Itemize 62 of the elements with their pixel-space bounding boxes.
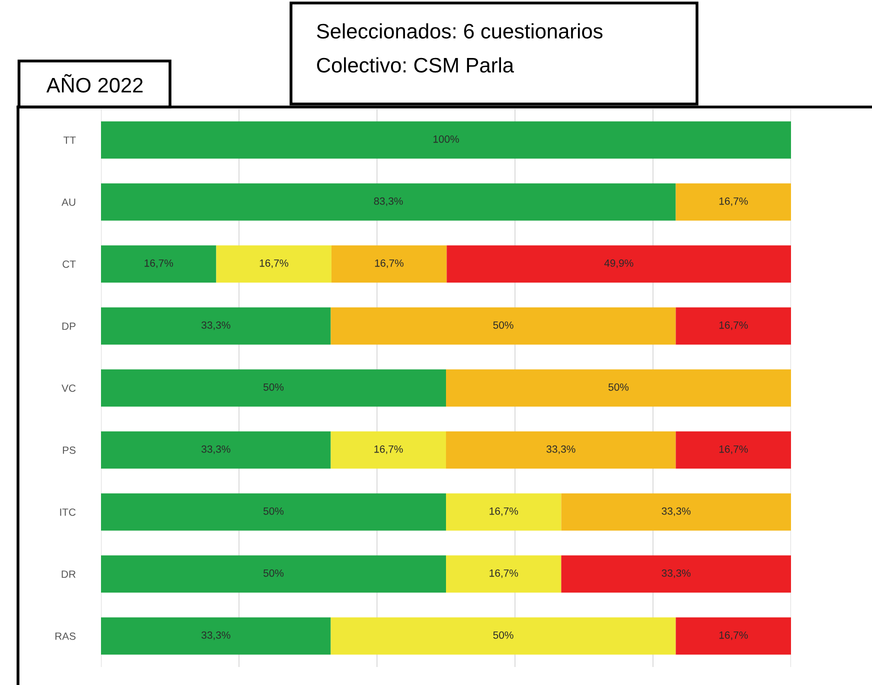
bar (331, 245, 447, 283)
bar (101, 121, 791, 159)
data-label: 33,3% (202, 321, 230, 330)
data-label: 33,3% (662, 507, 691, 516)
y-tick-label: DR (62, 570, 76, 578)
bar (561, 555, 791, 593)
data-label: 16,7% (490, 569, 518, 578)
data-label: 16,7% (719, 631, 748, 640)
bar (676, 307, 791, 345)
bar (561, 493, 791, 531)
data-label: 50% (493, 321, 514, 329)
bar (101, 617, 331, 655)
data-label: 50% (263, 507, 284, 515)
data-label: 16,7% (144, 259, 174, 268)
text: Seleccionados: 6 cuestionarios (316, 23, 602, 39)
data-label: 33,3% (546, 445, 576, 454)
bar (676, 617, 791, 655)
bar (446, 493, 562, 531)
bar (446, 555, 562, 593)
data-label: 50% (493, 631, 514, 639)
bar (101, 431, 331, 469)
text: Colectivo: CSM Parla (317, 57, 514, 73)
bar (101, 555, 446, 593)
data-label: 33,3% (662, 569, 691, 578)
data-label: 50% (608, 383, 629, 391)
y-tick-label: DP (62, 322, 76, 330)
bar (676, 183, 791, 221)
bar (101, 245, 216, 283)
data-label: 49,9% (604, 259, 634, 268)
bar (101, 369, 446, 407)
bar (101, 493, 446, 531)
data-label: 33,3% (202, 445, 230, 454)
data-label: 83,3% (374, 197, 403, 206)
y-tick-label: AU (62, 198, 76, 206)
chart-title: AÑO 2022 (46, 74, 143, 93)
bar (330, 307, 676, 345)
data-label: 16,7% (260, 259, 288, 268)
bar (101, 183, 676, 221)
bar (330, 431, 446, 469)
bar (446, 431, 676, 469)
data-label: 33,3% (202, 631, 230, 640)
y-tick-label: VC (62, 384, 76, 392)
data-label: 16,7% (719, 445, 748, 454)
y-tick-label: CT (62, 260, 76, 268)
data-label: 16,7% (375, 259, 404, 268)
y-tick-label: PS (62, 446, 76, 454)
bar (676, 431, 791, 469)
bar (101, 307, 331, 345)
y-tick-label: RAS (55, 632, 76, 640)
data-label: 16,7% (490, 507, 518, 516)
y-tick-label: TT (64, 136, 76, 144)
data-label: 16,7% (719, 321, 748, 330)
data-label: 100% (433, 135, 459, 143)
bar (330, 617, 676, 655)
data-label: 16,7% (719, 197, 748, 206)
data-label: 50% (263, 383, 284, 391)
data-label: 16,7% (374, 445, 403, 454)
data-label: 50% (263, 569, 284, 577)
bar (216, 245, 332, 283)
bar (446, 369, 791, 407)
bar (446, 245, 791, 283)
y-tick-label: ITC (60, 508, 76, 516)
